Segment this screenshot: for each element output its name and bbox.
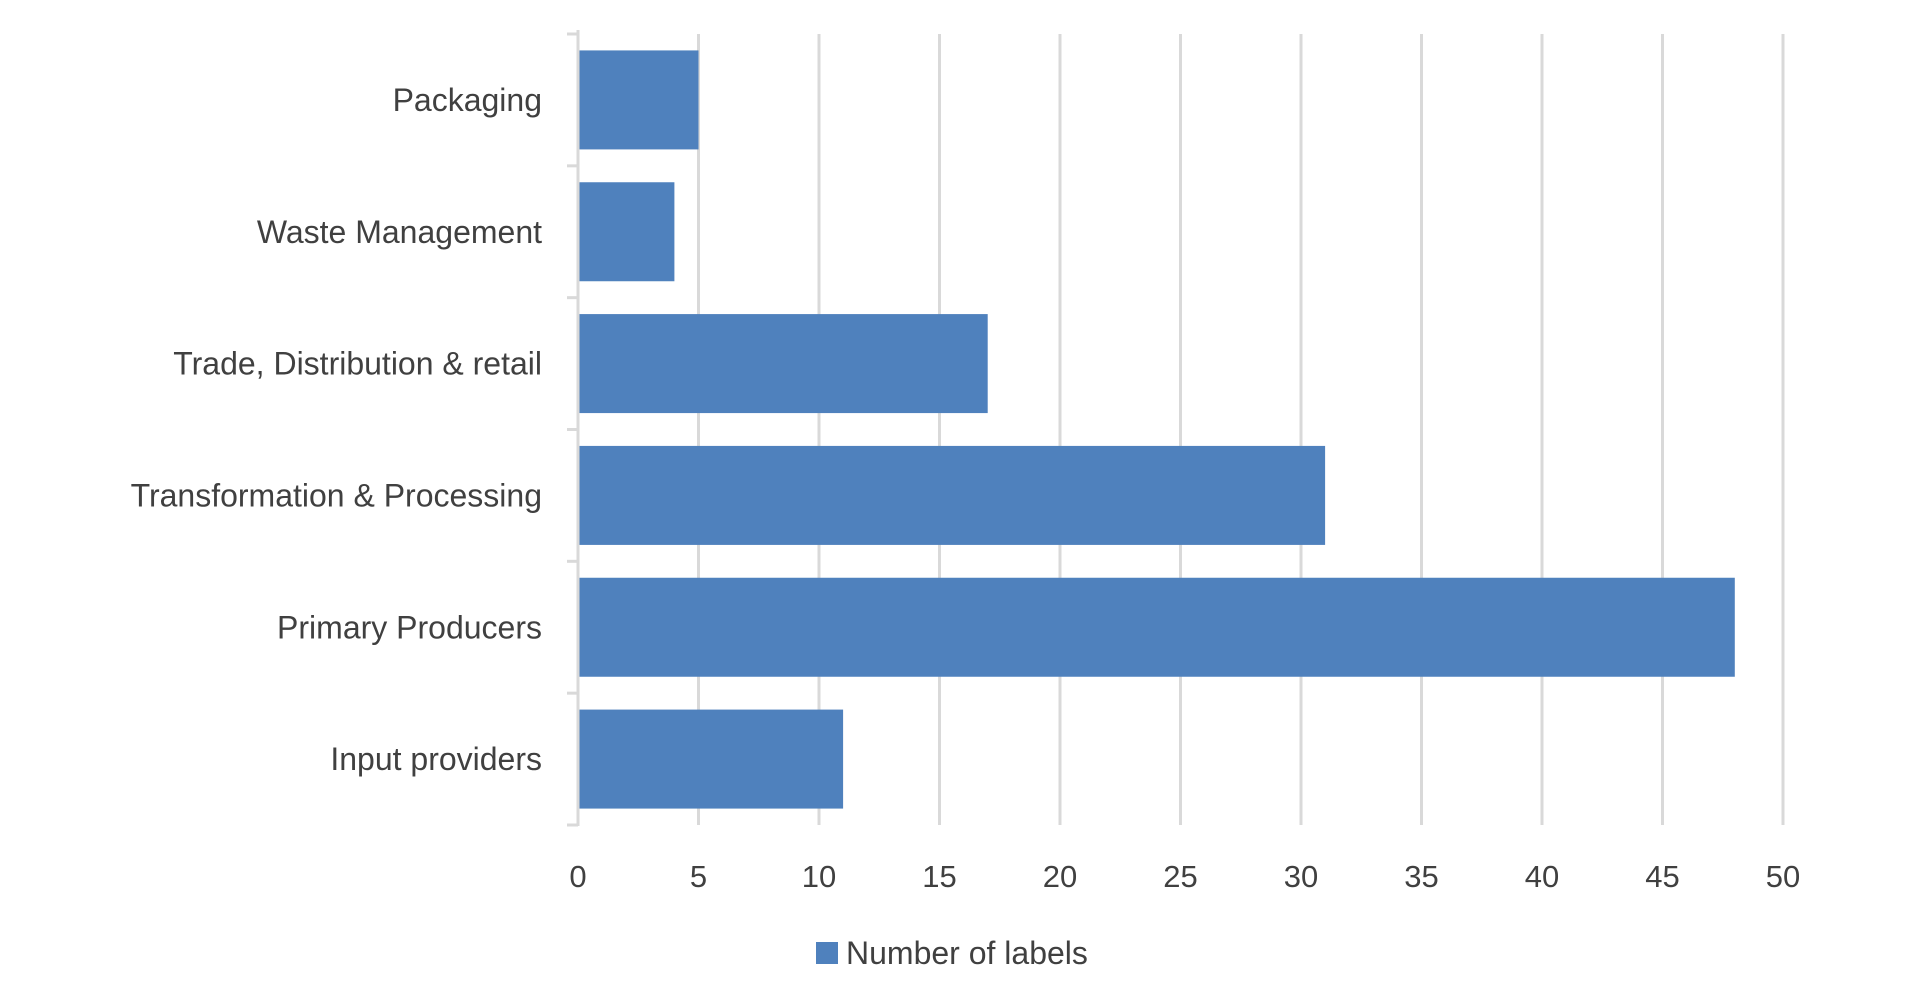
x-tick-label: 35 [1404,859,1438,894]
category-label: Primary Producers [277,609,542,645]
bar-packaging [578,50,699,150]
category-label: Waste Management [257,214,542,250]
bar-primary-producers [578,577,1735,677]
gridlines [697,34,1785,825]
legend-label: Number of labels [846,935,1088,971]
category-label: Trade, Distribution & retail [173,346,542,382]
x-tick-label: 0 [569,859,586,894]
bar-trade-distribution-retail [578,314,988,414]
x-tick-label: 50 [1766,859,1800,894]
x-tick-label: 20 [1043,859,1077,894]
x-tick-label: 40 [1525,859,1559,894]
x-tick-label: 45 [1645,859,1679,894]
legend-swatch [816,942,838,964]
category-labels: Packaging Waste Management Trade, Distribu… [131,82,543,777]
bar-transformation-processing [578,445,1326,545]
bar-input-providers [578,709,844,809]
legend: Number of labels [816,935,1088,971]
bars [578,50,1735,809]
value-axis-ticks: 0 5 10 15 20 25 30 35 40 45 50 [569,859,1800,894]
category-label: Transformation & Processing [131,477,542,513]
category-label: Packaging [393,82,542,118]
category-label: Input providers [330,741,542,777]
x-tick-label: 15 [922,859,956,894]
x-tick-label: 30 [1284,859,1318,894]
x-tick-label: 5 [690,859,707,894]
category-axis [567,30,580,827]
x-tick-label: 10 [802,859,836,894]
bar-waste-management [578,182,675,282]
x-tick-label: 25 [1163,859,1197,894]
